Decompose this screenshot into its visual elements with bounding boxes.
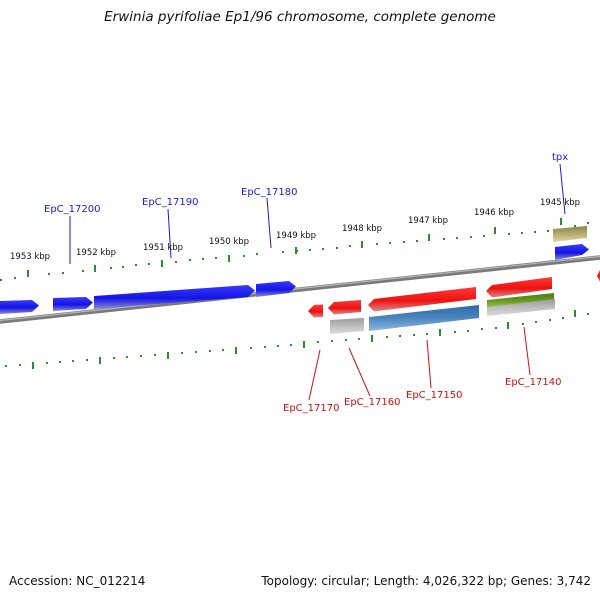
genome-backbone-highlight (0, 255, 600, 322)
ruler-label-1950: 1950 kbp (209, 237, 249, 247)
gene-label-epc-17150: EpC_17150 (406, 390, 462, 401)
feature-grey-epc-17140[interactable] (487, 299, 555, 316)
topology-text: Topology: circular; Length: 4,026,322 bp… (261, 574, 591, 588)
ruler-label-1947: 1947 kbp (408, 216, 448, 226)
genome-backbone (0, 255, 600, 324)
feature-green-epc-17140[interactable] (487, 293, 554, 309)
gene-label-epc-17200: EpC_17200 (44, 204, 100, 215)
gene-arrow-epc-17200[interactable] (53, 297, 93, 311)
gene-arrow-tpx[interactable] (555, 244, 589, 260)
forward-ruler-dots (0, 222, 589, 281)
reverse-ruler-ticks (32, 310, 576, 369)
gene-label-tpx: tpx (552, 152, 568, 163)
feature-grey-epc-17160[interactable] (330, 318, 364, 334)
ruler-label-1945: 1945 kbp (540, 198, 580, 208)
gene-arrow-epc-17150[interactable] (368, 287, 476, 312)
forward-genes (0, 244, 589, 314)
gene-arrow-epc-17190[interactable] (94, 285, 255, 309)
feature-steelblue-epc-17150[interactable] (369, 305, 479, 331)
gene-arrow-epc-17160[interactable] (328, 300, 361, 315)
ruler-label-1951: 1951 kbp (143, 243, 183, 253)
reverse-genes (308, 270, 600, 318)
gene-arrow-epc-17180[interactable] (256, 281, 296, 297)
gene-label-epc-17170: EpC_17170 (283, 403, 339, 414)
gene-arrow-leftmost[interactable] (0, 300, 39, 314)
gene-label-epc-17160: EpC_17160 (344, 397, 400, 408)
ruler-label-1953: 1953 kbp (10, 252, 50, 262)
accession-text: Accession: NC_012214 (9, 574, 146, 588)
gene-arrow-epc-17140[interactable] (486, 277, 552, 298)
gene-labels: EpC_17200 EpC_17190 EpC_17180 tpx EpC_17… (44, 152, 568, 414)
ruler-label-1948: 1948 kbp (342, 224, 382, 234)
map-title: Erwinia pyrifoliae Ep1/96 chromosome, co… (104, 9, 496, 25)
ruler-label-1946: 1946 kbp (474, 208, 514, 218)
forward-ruler-ticks (27, 218, 562, 277)
gene-label-epc-17140: EpC_17140 (505, 377, 561, 388)
ruler-label-1952: 1952 kbp (76, 248, 116, 258)
ruler-label-1949: 1949 kbp (276, 231, 316, 241)
gene-label-epc-17180: EpC_17180 (241, 187, 297, 198)
gene-arrow-right-edge[interactable] (597, 270, 600, 282)
feature-olive-tpx[interactable] (553, 226, 587, 242)
gene-arrow-epc-17170[interactable] (308, 304, 323, 318)
reverse-leader-lines (308, 326, 531, 401)
ruler-labels: 1953 kbp 1952 kbp 1951 kbp 1950 kbp 1949… (10, 198, 580, 262)
forward-leader-lines (69, 163, 566, 264)
gene-label-epc-17190: EpC_17190 (142, 197, 198, 208)
reverse-ruler-dots (5, 313, 589, 367)
reverse-features (330, 293, 555, 334)
